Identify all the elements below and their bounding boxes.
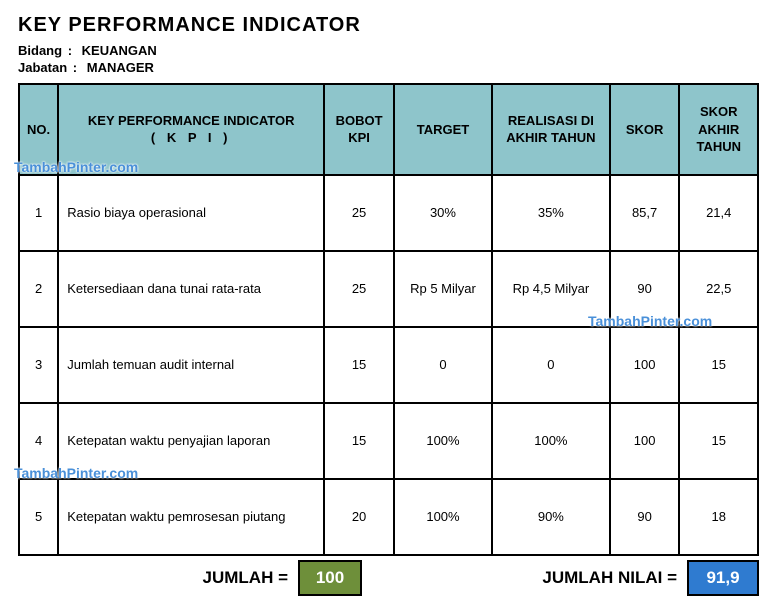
cell-target: 100% (394, 403, 492, 479)
separator: : (66, 43, 78, 58)
cell-bobot: 20 (324, 479, 394, 555)
cell-skor: 85,7 (610, 175, 680, 251)
cell-no: 2 (19, 251, 58, 327)
table-row: 5 Ketepatan waktu pemrosesan piutang 20 … (19, 479, 758, 555)
table-row: 3 Jumlah temuan audit internal 15 0 0 10… (19, 327, 758, 403)
cell-target: 30% (394, 175, 492, 251)
cell-kpi: Ketersediaan dana tunai rata-rata (58, 251, 324, 327)
bidang-value: KEUANGAN (82, 43, 157, 58)
cell-no: 1 (19, 175, 58, 251)
nilai-value-box: 91,9 (687, 560, 759, 596)
nilai-label: JUMLAH NILAI = (542, 568, 687, 588)
cell-akhir: 21,4 (679, 175, 758, 251)
table-header-row: NO. KEY PERFORMANCE INDICATOR ( K P I ) … (19, 84, 758, 175)
jabatan-value: MANAGER (87, 60, 154, 75)
cell-realisasi: Rp 4,5 Milyar (492, 251, 610, 327)
cell-bobot: 15 (324, 327, 394, 403)
cell-kpi: Ketepatan waktu penyajian laporan (58, 403, 324, 479)
col-bobot: BOBOT KPI (324, 84, 394, 175)
separator: : (71, 60, 83, 75)
cell-target: 0 (394, 327, 492, 403)
cell-realisasi: 0 (492, 327, 610, 403)
cell-akhir: 15 (679, 327, 758, 403)
cell-target: 100% (394, 479, 492, 555)
cell-bobot: 25 (324, 251, 394, 327)
page-title: KEY PERFORMANCE INDICATOR (18, 14, 759, 37)
col-kpi-line1: KEY PERFORMANCE INDICATOR (65, 112, 317, 130)
cell-no: 3 (19, 327, 58, 403)
cell-skor: 100 (610, 327, 680, 403)
totals-row: JUMLAH = 100 JUMLAH NILAI = 91,9 (18, 560, 759, 596)
cell-bobot: 15 (324, 403, 394, 479)
jumlah-value-box: 100 (298, 560, 362, 596)
table-row: 4 Ketepatan waktu penyajian laporan 15 1… (19, 403, 758, 479)
kpi-table-body: 1 Rasio biaya operasional 25 30% 35% 85,… (19, 175, 758, 555)
col-target: TARGET (394, 84, 492, 175)
col-skor: SKOR (610, 84, 680, 175)
cell-realisasi: 100% (492, 403, 610, 479)
meta-jabatan: Jabatan : MANAGER (18, 60, 759, 75)
cell-akhir: 15 (679, 403, 758, 479)
col-kpi-line2: ( K P I ) (65, 129, 317, 147)
cell-akhir: 22,5 (679, 251, 758, 327)
col-skor-akhir: SKOR AKHIR TAHUN (679, 84, 758, 175)
cell-no: 4 (19, 403, 58, 479)
cell-kpi: Jumlah temuan audit internal (58, 327, 324, 403)
cell-realisasi: 90% (492, 479, 610, 555)
kpi-table: NO. KEY PERFORMANCE INDICATOR ( K P I ) … (18, 83, 759, 556)
meta-bidang: Bidang : KEUANGAN (18, 43, 759, 58)
col-kpi: KEY PERFORMANCE INDICATOR ( K P I ) (58, 84, 324, 175)
cell-skor: 90 (610, 251, 680, 327)
bidang-label: Bidang (18, 43, 62, 58)
cell-akhir: 18 (679, 479, 758, 555)
col-realisasi: REALISASI DI AKHIR TAHUN (492, 84, 610, 175)
cell-kpi: Rasio biaya operasional (58, 175, 324, 251)
table-row: 1 Rasio biaya operasional 25 30% 35% 85,… (19, 175, 758, 251)
cell-skor: 100 (610, 403, 680, 479)
cell-skor: 90 (610, 479, 680, 555)
cell-no: 5 (19, 479, 58, 555)
cell-target: Rp 5 Milyar (394, 251, 492, 327)
jumlah-label: JUMLAH = (18, 568, 298, 588)
jabatan-label: Jabatan (18, 60, 67, 75)
table-row: 2 Ketersediaan dana tunai rata-rata 25 R… (19, 251, 758, 327)
col-no: NO. (19, 84, 58, 175)
cell-bobot: 25 (324, 175, 394, 251)
cell-realisasi: 35% (492, 175, 610, 251)
cell-kpi: Ketepatan waktu pemrosesan piutang (58, 479, 324, 555)
kpi-table-wrap: NO. KEY PERFORMANCE INDICATOR ( K P I ) … (18, 83, 759, 556)
